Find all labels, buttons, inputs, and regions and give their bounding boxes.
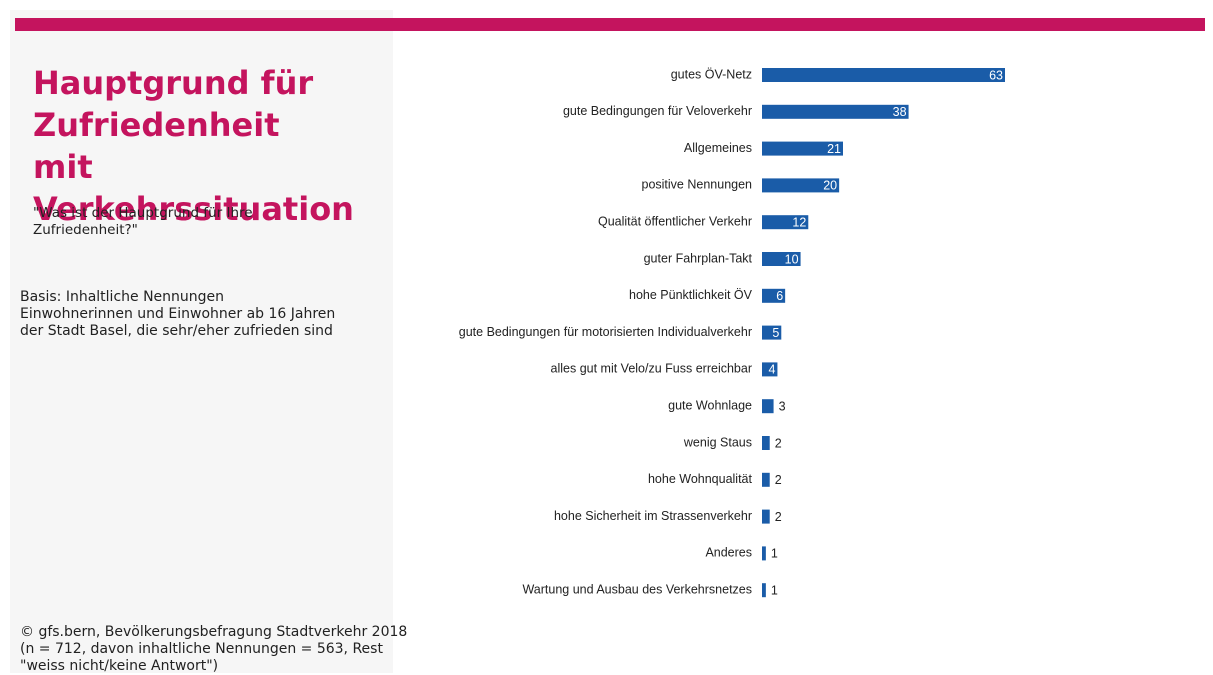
value-label: 1 [771, 547, 778, 561]
basis-line: Einwohnerinnen und Einwohner ab 16 Jahre… [20, 306, 336, 322]
bar [762, 509, 770, 524]
source-line: "weiss nicht/keine Antwort") [20, 658, 219, 674]
category-label: guter Fahrplan-Takt [644, 251, 753, 265]
value-label: 12 [792, 215, 806, 229]
subtitle: "Was ist der Hauptgrund für Ihre Zufried… [33, 205, 253, 238]
value-label: 38 [893, 105, 907, 119]
category-label: hohe Wohnqualität [648, 472, 753, 486]
top-bar [15, 18, 1205, 31]
bar [762, 104, 909, 119]
basis-note: Basis: Inhaltliche Nennungen Einwohnerinn… [20, 289, 335, 340]
category-label: alles gut mit Velo/zu Fuss erreichbar [551, 362, 752, 376]
bar [762, 546, 766, 561]
bar [762, 252, 801, 266]
category-label: Allgemeines [684, 141, 752, 155]
value-label: 20 [823, 179, 837, 193]
bar [762, 362, 778, 377]
bar [762, 288, 786, 303]
category-label: wenig Staus [683, 435, 752, 449]
bar [762, 583, 766, 598]
source-line: (n = 712, davon inhaltliche Nennungen = … [20, 641, 383, 657]
bar [762, 436, 770, 450]
bar [762, 141, 843, 156]
value-label: 2 [775, 436, 782, 450]
category-label: Anderes [705, 546, 752, 560]
category-label: gutes ÖV-Netz [671, 67, 752, 81]
chart-title: Hauptgrund für Zufriedenheit mit Verkehr… [33, 64, 354, 228]
bar [762, 399, 774, 414]
value-label: 63 [989, 68, 1003, 82]
category-label: positive Nennungen [642, 178, 753, 192]
basis-line: der Stadt Basel, die sehr/eher zufrieden… [20, 323, 333, 339]
value-label: 2 [775, 510, 782, 524]
value-label: 21 [827, 142, 841, 156]
category-label: gute Wohnlage [668, 398, 752, 412]
category-label: gute Bedingungen für motorisierten Indiv… [459, 325, 752, 339]
bar [762, 215, 809, 230]
category-label: gute Bedingungen für Veloverkehr [563, 104, 752, 118]
value-label: 1 [771, 583, 778, 597]
bar [762, 325, 782, 340]
source-line: © gfs.bern, Bevölkerungsbefragung Stadtv… [20, 624, 408, 640]
source-note: © gfs.bern, Bevölkerungsbefragung Stadtv… [20, 624, 407, 675]
value-label: 4 [768, 363, 775, 377]
side-panel [10, 10, 393, 673]
value-label: 10 [785, 252, 799, 266]
bar [762, 68, 1005, 82]
value-label: 2 [775, 473, 782, 487]
category-label: Qualität öffentlicher Verkehr [598, 214, 752, 228]
bar [762, 178, 840, 193]
category-label: hohe Pünktlichkeit ÖV [629, 288, 753, 302]
category-label: Wartung und Ausbau des Verkehrsnetzes [522, 582, 752, 596]
value-label: 5 [772, 326, 779, 340]
value-label: 6 [776, 289, 783, 303]
value-label: 3 [779, 399, 786, 413]
basis-line: Basis: Inhaltliche Nennungen [20, 289, 225, 305]
bar [762, 472, 770, 487]
category-label: hohe Sicherheit im Strassenverkehr [554, 509, 752, 523]
